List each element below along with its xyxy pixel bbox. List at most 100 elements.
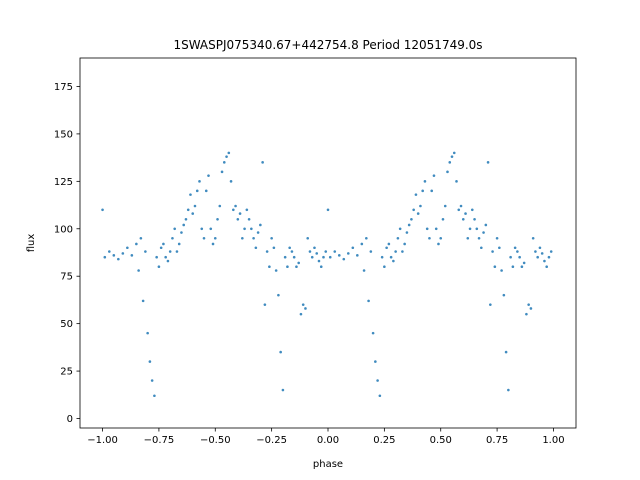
y-tick-label: 25: [60, 367, 73, 378]
x-tick-label: −0.25: [256, 435, 287, 446]
data-point: [504, 350, 508, 354]
data-point: [103, 255, 107, 259]
data-point: [135, 242, 138, 246]
data-point: [295, 265, 298, 269]
data-point: [378, 394, 382, 398]
data-point: [155, 255, 158, 259]
data-point: [225, 155, 228, 158]
data-point: [166, 259, 170, 263]
data-point: [130, 254, 134, 257]
data-point: [450, 155, 454, 158]
x-tick-label: −0.75: [144, 435, 175, 446]
data-point: [477, 236, 481, 240]
data-point: [313, 246, 316, 250]
data-point: [525, 312, 528, 316]
data-point: [473, 217, 476, 221]
data-points: [101, 151, 553, 398]
data-point: [489, 303, 492, 306]
data-point: [493, 265, 497, 269]
y-tick-label: 75: [60, 272, 73, 283]
data-point: [457, 208, 461, 212]
data-point: [540, 252, 544, 255]
data-point: [534, 250, 537, 253]
data-point: [272, 246, 276, 250]
data-point: [509, 255, 512, 259]
data-point: [522, 261, 526, 265]
data-point: [376, 379, 379, 382]
x-tick-label: 0.00: [317, 435, 339, 446]
data-point: [148, 360, 152, 363]
data-point: [211, 242, 215, 246]
data-point: [500, 269, 503, 272]
data-point: [416, 212, 420, 215]
data-point: [414, 193, 418, 196]
data-point: [380, 255, 384, 259]
data-point: [139, 236, 143, 240]
data-point: [448, 161, 452, 164]
x-axis-label: phase: [313, 459, 343, 470]
data-point: [360, 242, 364, 246]
data-point: [383, 265, 386, 269]
data-point: [536, 255, 539, 259]
data-point: [175, 250, 179, 253]
data-point: [405, 231, 409, 234]
data-point: [398, 227, 402, 231]
data-point: [317, 259, 321, 263]
data-point: [407, 223, 411, 227]
data-point: [333, 250, 337, 253]
data-point: [234, 204, 237, 208]
data-point: [470, 208, 474, 212]
data-point: [498, 246, 501, 250]
data-point: [209, 227, 213, 231]
data-point: [189, 193, 192, 196]
x-tick-label: 0.25: [373, 435, 395, 446]
data-point: [232, 208, 235, 212]
data-point: [403, 242, 406, 246]
x-axis-ticks: −1.00 −0.75 −0.50 −0.25 0.00 0.25 0.50 0.75 1.00: [87, 428, 565, 446]
data-point: [173, 227, 176, 231]
x-tick-label: 0.50: [430, 435, 452, 446]
data-point: [389, 255, 393, 259]
data-point: [198, 180, 201, 183]
data-point: [374, 360, 377, 363]
data-point: [365, 236, 368, 240]
data-point: [207, 174, 210, 177]
data-point: [112, 254, 116, 257]
data-point: [486, 161, 490, 164]
data-point: [452, 151, 456, 155]
data-point: [177, 242, 181, 246]
data-point: [186, 208, 190, 212]
data-point: [518, 255, 521, 259]
data-point: [531, 236, 535, 240]
data-point: [502, 293, 506, 297]
x-tick-label: −1.00: [87, 435, 118, 446]
data-point: [238, 212, 242, 215]
data-point: [425, 227, 429, 231]
data-point: [227, 151, 231, 155]
y-tick-label: 50: [60, 319, 73, 330]
data-point: [256, 231, 260, 234]
y-tick-label: 150: [54, 129, 73, 140]
data-point: [126, 246, 129, 250]
y-axis-ticks: 0 25 50 75 100 125 150 175: [54, 82, 80, 425]
data-point: [396, 236, 400, 240]
data-point: [484, 223, 488, 227]
data-point: [356, 254, 359, 257]
data-point: [247, 217, 251, 221]
data-point: [157, 265, 161, 269]
data-point: [117, 257, 120, 261]
data-point: [279, 350, 282, 354]
data-point: [195, 189, 199, 193]
data-point: [254, 246, 258, 250]
data-point: [193, 204, 197, 208]
data-point: [482, 231, 485, 234]
data-point: [371, 331, 375, 335]
data-point: [283, 255, 287, 259]
data-point: [250, 227, 253, 231]
data-point: [164, 255, 167, 259]
data-point: [464, 212, 467, 215]
data-point: [516, 250, 519, 253]
data-point: [308, 250, 312, 253]
data-point: [410, 217, 413, 221]
